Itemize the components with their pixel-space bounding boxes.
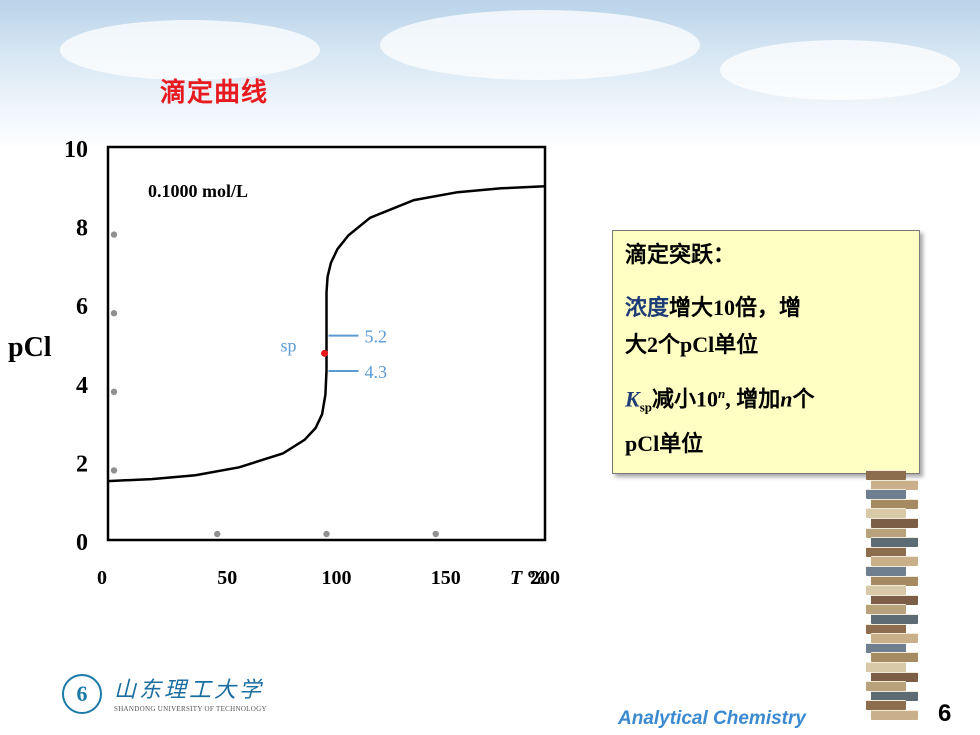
note-ksp-subscript: sp bbox=[639, 399, 652, 415]
y-axis-dot bbox=[110, 467, 118, 474]
note-heading: 滴定突跃： bbox=[625, 243, 736, 268]
book-spine bbox=[871, 690, 918, 701]
book-spine bbox=[871, 556, 918, 567]
x-axis-dot bbox=[323, 530, 330, 538]
x-axis-label: T% bbox=[510, 567, 546, 589]
header-background bbox=[0, 0, 980, 150]
book-spine bbox=[871, 575, 918, 586]
note-highlight-concentration: 浓度 bbox=[625, 296, 670, 321]
y-tick-label: 0 bbox=[76, 530, 88, 556]
university-emblem: 6 bbox=[62, 674, 102, 714]
y-tick-label: 6 bbox=[76, 294, 88, 320]
book-spine bbox=[866, 623, 906, 634]
note-pcl: pCl bbox=[680, 332, 715, 357]
titration-jump-note: 滴定突跃： 浓度增大10倍，增 大2个pCl单位 Ksp减小10n, 增加n个 … bbox=[612, 230, 920, 474]
note-pcl: pCl bbox=[625, 430, 660, 456]
equivalence-point-label: sp bbox=[281, 335, 297, 355]
cloud-decoration bbox=[720, 40, 960, 100]
note-ksp-symbol: K bbox=[625, 386, 640, 412]
book-spine bbox=[866, 508, 906, 519]
page-number: 6 bbox=[938, 700, 952, 727]
y-tick-label: 10 bbox=[64, 137, 88, 163]
note-text: 个 bbox=[792, 387, 815, 413]
x-axis-label-variable: T bbox=[510, 567, 523, 589]
x-axis-dot bbox=[214, 530, 221, 538]
titration-curve-line bbox=[107, 185, 546, 483]
university-name-en: SHANDONG UNIVERSITY OF TECHNOLOGY bbox=[114, 705, 267, 713]
note-text: 单位 bbox=[659, 431, 704, 457]
note-text: 单位 bbox=[714, 333, 759, 358]
note-concentration: 浓度增大10倍，增 bbox=[625, 291, 907, 326]
y-tick-label: 8 bbox=[76, 216, 88, 242]
cloud-decoration bbox=[60, 20, 320, 80]
book-spine bbox=[866, 681, 906, 692]
book-spine bbox=[871, 652, 918, 663]
x-axis-label-unit: % bbox=[526, 567, 546, 589]
y-tick-label: 4 bbox=[76, 373, 88, 399]
university-name-cn: 山东理工大学 bbox=[114, 678, 265, 703]
note-text: 个 bbox=[658, 333, 681, 358]
y-axis-dot bbox=[110, 310, 118, 317]
book-spine bbox=[866, 642, 906, 653]
note-text: 增加 bbox=[736, 387, 781, 413]
book-spine bbox=[871, 710, 918, 720]
y-axis-dot bbox=[110, 231, 118, 238]
x-tick-label: 200 bbox=[530, 567, 560, 589]
x-tick-label: 100 bbox=[322, 567, 352, 589]
book-spine bbox=[866, 585, 906, 596]
x-tick-label: 150 bbox=[431, 567, 461, 589]
note-n: n bbox=[780, 386, 793, 412]
titration-curve-chart: 0.1000 mol/L pCl 0 2 4 6 8 10 0 50 100 150 200 T%… bbox=[8, 137, 560, 589]
book-spine bbox=[871, 518, 918, 528]
x-tick-label: 50 bbox=[217, 567, 237, 589]
course-name: Analytical Chemistry bbox=[618, 708, 806, 729]
book-spine bbox=[871, 633, 918, 644]
note-ksp: Ksp减小10n, 增加n个 bbox=[625, 377, 907, 425]
note-number: 2 bbox=[647, 332, 659, 357]
y-axis-label: pCl bbox=[8, 332, 52, 363]
note-text: 大 bbox=[625, 333, 648, 358]
book-spine bbox=[866, 700, 906, 711]
slide-title: 滴定曲线 bbox=[160, 78, 269, 108]
x-axis-dot bbox=[432, 530, 439, 538]
book-spine bbox=[871, 614, 918, 624]
book-spine bbox=[866, 546, 906, 557]
book-spine bbox=[866, 489, 906, 500]
note-number: 10 bbox=[696, 386, 718, 412]
y-tick-label: 2 bbox=[76, 451, 88, 477]
book-spine bbox=[866, 527, 906, 538]
jump-marker-label: 4.3 bbox=[365, 362, 388, 382]
note-text: 增大 bbox=[669, 296, 714, 321]
equivalence-point-marker bbox=[321, 349, 328, 357]
note-number: 10 bbox=[713, 295, 736, 320]
note-superscript: n bbox=[718, 386, 726, 401]
note-text: 倍，增 bbox=[735, 296, 802, 321]
book-spine bbox=[866, 604, 906, 615]
concentration-annotation: 0.1000 mol/L bbox=[148, 181, 248, 201]
book-spine bbox=[871, 537, 918, 548]
book-spine bbox=[871, 479, 918, 490]
y-axis-dot bbox=[110, 388, 118, 395]
note-ksp-cont: pCl单位 bbox=[625, 427, 907, 462]
note-concentration-cont: 大2个pCl单位 bbox=[625, 328, 907, 363]
cloud-decoration bbox=[380, 10, 700, 80]
book-spine bbox=[866, 662, 906, 672]
book-spine bbox=[866, 566, 906, 576]
plot-frame bbox=[106, 145, 547, 542]
book-spine bbox=[871, 498, 918, 509]
jump-marker-label: 5.2 bbox=[365, 327, 388, 347]
book-spine bbox=[871, 671, 918, 682]
university-logo: 6 山东理工大学 SHANDONG UNIVERSITY OF TECHNOLO… bbox=[62, 672, 282, 722]
x-tick-label: 0 bbox=[97, 567, 107, 589]
book-spine bbox=[871, 594, 918, 605]
book-spine bbox=[866, 470, 906, 480]
note-text: , bbox=[725, 386, 737, 412]
book-stack-decoration bbox=[864, 470, 920, 725]
note-text: 减小 bbox=[651, 387, 696, 413]
